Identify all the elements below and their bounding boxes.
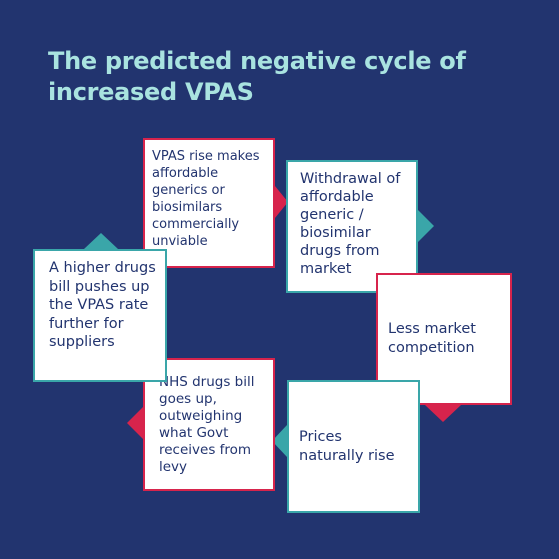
step-prices-rise: Prices naturally rise xyxy=(287,380,420,513)
arrow-to-prices-rise xyxy=(425,405,461,422)
step-less-competition-text: Less market competition xyxy=(388,321,476,356)
step-withdrawal: Withdrawal of affordable generic / biosi… xyxy=(286,160,418,293)
arrow-to-vpas-rise xyxy=(84,233,118,249)
step-withdrawal-text: Withdrawal of affordable generic / biosi… xyxy=(300,171,401,277)
arrow-to-higher-bill xyxy=(127,407,143,439)
step-nhs-bill-text: NHS drugs bill goes up, outweighing what… xyxy=(159,374,255,475)
arrow-to-less-competition xyxy=(418,210,434,242)
step-vpas-rise-text: VPAS rise makes affordable generics or b… xyxy=(152,149,260,249)
step-prices-rise-text: Prices naturally rise xyxy=(299,428,395,464)
step-vpas-rise: VPAS rise makes affordable generics or b… xyxy=(143,138,275,268)
step-higher-bill: A higher drugs bill pushes up the VPAS r… xyxy=(33,249,167,382)
arrow-to-withdrawal xyxy=(275,186,288,218)
arrow-to-nhs-bill xyxy=(272,425,287,457)
step-higher-bill-text: A higher drugs bill pushes up the VPAS r… xyxy=(49,260,156,350)
diagram-title: The predicted negative cycle of increase… xyxy=(48,47,466,106)
